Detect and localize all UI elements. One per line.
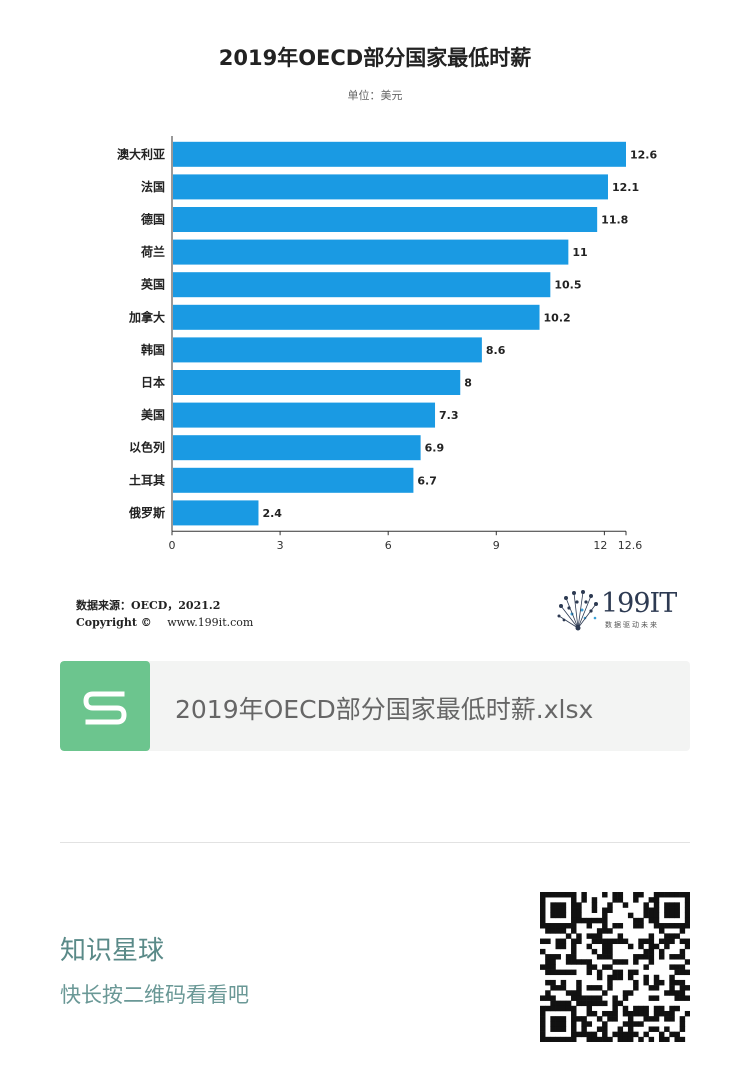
- x-tick-label: 3: [277, 539, 284, 552]
- x-tick-label: 0: [169, 539, 176, 552]
- x-tick-label: 12: [593, 539, 607, 552]
- logo-text: 199IT: [601, 588, 677, 619]
- category-label: 土耳其: [129, 472, 165, 487]
- x-tick-label: 12.6: [618, 539, 643, 552]
- value-label: 12.6: [630, 148, 657, 161]
- bar: [173, 141, 626, 167]
- category-label: 韩国: [141, 342, 165, 357]
- copyright-label: Copyright ©: [76, 616, 152, 629]
- bar-chart: 澳大利亚 12.6 法国 12.1 德国 11.8 荷兰 11 英国 10.5 加拿大 10.2 韩国 8…: [117, 136, 657, 552]
- planet-subtitle: 快长按二维码看看吧: [60, 983, 249, 1007]
- file-attachment-card[interactable]: 2019年OECD部分国家最低时薪.xlsx: [60, 661, 690, 751]
- category-label: 英国: [141, 277, 165, 292]
- file-name: 2019年OECD部分国家最低时薪.xlsx: [175, 695, 594, 724]
- category-label: 德国: [141, 212, 165, 227]
- chart-subtitle: 单位：美元: [347, 89, 403, 102]
- value-label: 10.5: [554, 279, 581, 292]
- copyright-line: Copyright © www.199it.com: [76, 616, 253, 629]
- x-tick-label: 9: [493, 539, 500, 552]
- value-label: 8.6: [486, 344, 506, 357]
- data-source: 数据来源：OECD，2021.2: [76, 599, 221, 612]
- value-label: 6.7: [417, 474, 437, 487]
- value-label: 11.8: [601, 214, 628, 227]
- category-label: 澳大利亚: [117, 146, 165, 161]
- x-tick-label: 6: [385, 539, 392, 552]
- value-label: 8: [464, 377, 472, 390]
- value-label: 6.9: [425, 442, 445, 455]
- bar: [173, 337, 482, 363]
- value-label: 2.4: [262, 507, 282, 520]
- category-label: 俄罗斯: [128, 505, 165, 520]
- category-label: 以色列: [129, 440, 165, 455]
- logo-subtext: 数据驱动未来: [605, 621, 659, 629]
- value-label: 11: [572, 246, 587, 259]
- divider: [60, 842, 690, 843]
- category-label: 加拿大: [128, 309, 165, 324]
- category-label: 荷兰: [140, 244, 165, 259]
- qr-code-icon[interactable]: [540, 892, 690, 1042]
- value-label: 12.1: [612, 181, 639, 194]
- value-label: 7.3: [439, 409, 459, 422]
- bar: [173, 370, 461, 395]
- bar: [173, 500, 259, 526]
- bar: [173, 467, 414, 493]
- website-link[interactable]: www.199it.com: [167, 616, 254, 629]
- category-label: 法国: [141, 179, 165, 194]
- dandelion-logo-icon: [557, 590, 598, 631]
- spreadsheet-s-icon: [60, 661, 150, 751]
- bar: [173, 174, 608, 200]
- bar: [173, 272, 551, 298]
- chart-title: 2019年OECD部分国家最低时薪: [218, 46, 532, 70]
- 199it-logo: 199IT 数据驱动未来: [555, 588, 685, 634]
- bar: [173, 239, 569, 265]
- bar: [173, 435, 421, 461]
- category-label: 日本: [141, 375, 165, 390]
- category-label: 美国: [141, 407, 165, 422]
- bar: [173, 304, 540, 330]
- bar: [173, 402, 436, 428]
- bar: [173, 207, 598, 232]
- planet-title: 知识星球: [60, 936, 165, 966]
- value-label: 10.2: [544, 311, 571, 324]
